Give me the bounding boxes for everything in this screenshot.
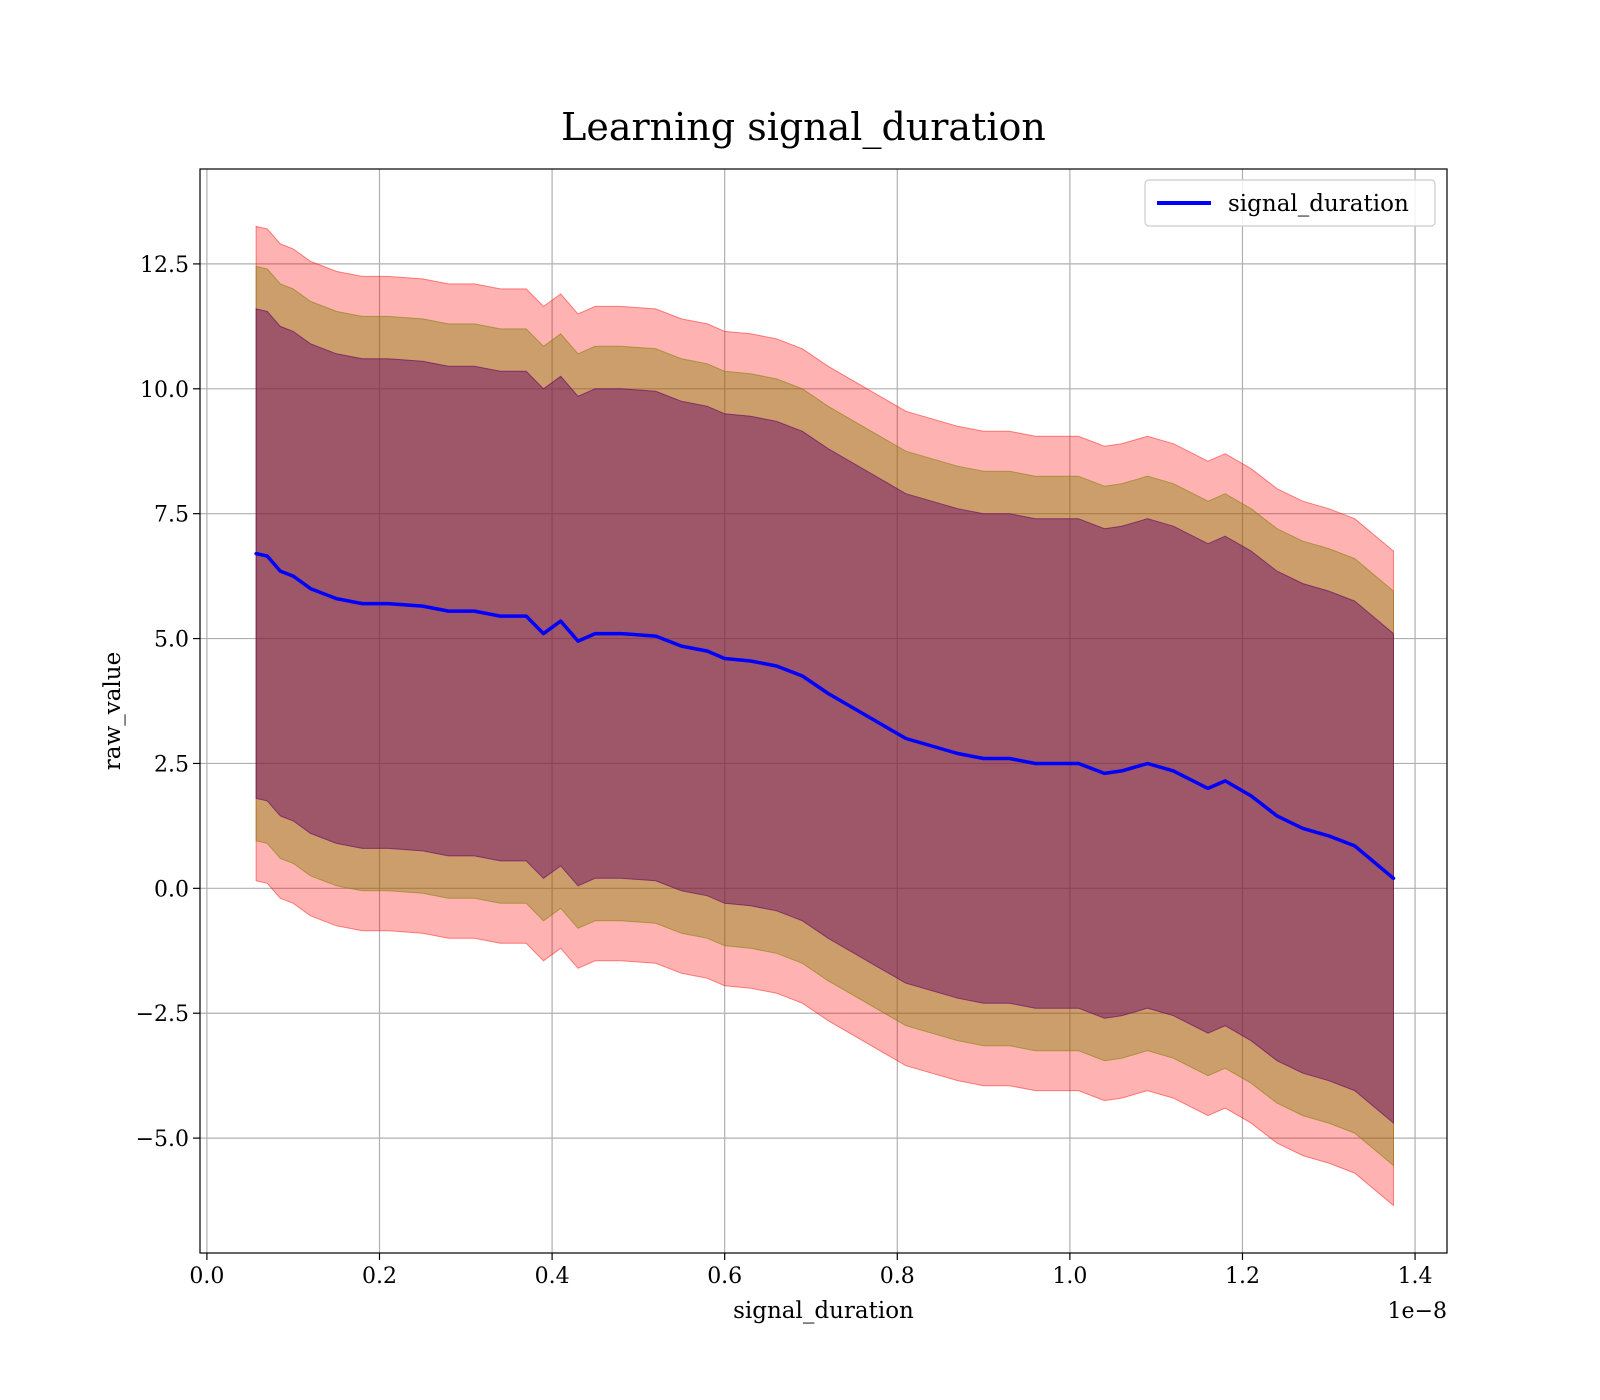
y-tick-label: 2.5 xyxy=(154,752,189,777)
x-tick-label: 0.4 xyxy=(535,1264,570,1289)
x-tick-label: 0.8 xyxy=(880,1264,915,1289)
plot-frame xyxy=(199,168,1448,1254)
x-axis-label: signal_duration xyxy=(733,1298,914,1324)
legend-label: signal_duration xyxy=(1228,191,1409,217)
legend: signal_duration xyxy=(1144,179,1436,227)
grid-layer xyxy=(200,169,1447,1253)
band-outer xyxy=(255,225,1394,1207)
tick-layer: 0.0 0.2 0.4 0.6 0.8 1.0 1.2 1.4 −5.0 −2.5 0.0 2.5 5.… xyxy=(136,253,1433,1289)
y-axis-label: raw_value xyxy=(100,652,126,770)
y-tick-label: 12.5 xyxy=(140,253,189,278)
x-tick-label: 0.0 xyxy=(189,1264,224,1289)
x-tick-label: 1.2 xyxy=(1225,1264,1260,1289)
x-tick-label: 1.0 xyxy=(1052,1264,1087,1289)
chart-title: Learning signal_duration xyxy=(561,105,1046,150)
legend-box xyxy=(1144,179,1436,227)
x-tick-label: 1.4 xyxy=(1398,1264,1433,1289)
band-layer xyxy=(255,225,1394,1207)
line-layer xyxy=(254,551,1396,881)
band-inner xyxy=(255,308,1394,1125)
y-tick-label: −5.0 xyxy=(136,1127,189,1152)
y-tick-label: 0.0 xyxy=(154,877,189,902)
y-tick-label: 5.0 xyxy=(154,628,189,653)
series-line-signal-duration xyxy=(254,551,1396,881)
x-tick-label: 0.6 xyxy=(707,1264,742,1289)
y-tick-label: 7.5 xyxy=(154,503,189,528)
x-tick-label: 0.2 xyxy=(362,1264,397,1289)
x-axis-offset-text: 1e−8 xyxy=(1388,1299,1447,1324)
y-tick-label: 10.0 xyxy=(140,378,189,403)
band-middle xyxy=(255,265,1394,1167)
y-tick-label: −2.5 xyxy=(136,1002,189,1027)
